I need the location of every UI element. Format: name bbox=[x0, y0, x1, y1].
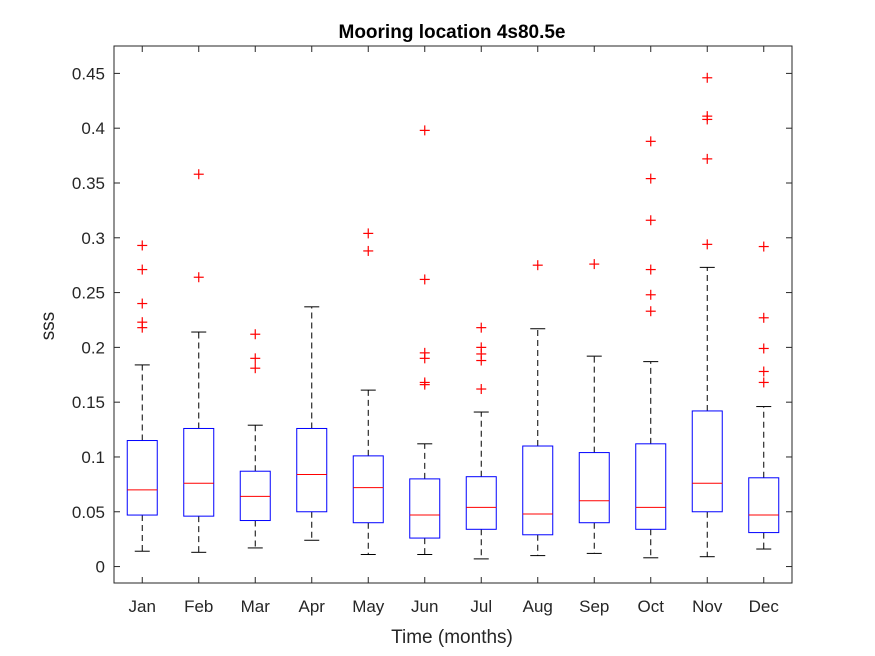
outlier-marker bbox=[702, 72, 713, 83]
box-dec bbox=[748, 241, 780, 550]
outlier-marker bbox=[419, 274, 430, 285]
outlier-marker bbox=[645, 289, 656, 300]
outlier-marker bbox=[363, 228, 374, 239]
y-axis-label: sss bbox=[38, 312, 59, 341]
outlier-marker bbox=[137, 298, 148, 309]
iqr-box bbox=[748, 477, 780, 534]
iqr-box bbox=[352, 455, 384, 524]
outlier-marker bbox=[137, 322, 148, 333]
y-tick-label: 0.3 bbox=[81, 229, 105, 248]
iqr-box bbox=[409, 478, 441, 539]
box-jan bbox=[126, 240, 158, 552]
outlier-marker bbox=[758, 312, 769, 323]
iqr-box bbox=[239, 470, 271, 522]
x-tick-label: Oct bbox=[638, 597, 665, 616]
iqr-box bbox=[635, 443, 667, 530]
outlier-marker bbox=[250, 353, 261, 364]
outlier-marker bbox=[645, 306, 656, 317]
outlier-marker bbox=[250, 363, 261, 374]
x-tick-label: Mar bbox=[241, 597, 271, 616]
outlier-marker bbox=[758, 366, 769, 377]
iqr-box bbox=[465, 476, 497, 530]
box-apr bbox=[296, 306, 328, 541]
box-jun bbox=[409, 125, 441, 556]
y-tick-label: 0.15 bbox=[72, 393, 105, 412]
outlier-marker bbox=[476, 355, 487, 366]
x-tick-label: Dec bbox=[749, 597, 780, 616]
outlier-marker bbox=[589, 259, 600, 270]
outlier-marker bbox=[476, 322, 487, 333]
x-tick-label: Apr bbox=[299, 597, 326, 616]
box-sep bbox=[578, 259, 610, 554]
outlier-marker bbox=[419, 353, 430, 364]
y-tick-label: 0.25 bbox=[72, 284, 105, 303]
outlier-marker bbox=[363, 245, 374, 256]
y-tick-label: 0.35 bbox=[72, 174, 105, 193]
x-tick-label: Sep bbox=[579, 597, 609, 616]
iqr-box bbox=[126, 440, 158, 516]
outlier-marker bbox=[645, 173, 656, 184]
iqr-box bbox=[578, 452, 610, 524]
iqr-box bbox=[522, 445, 554, 536]
y-tick-label: 0.1 bbox=[81, 448, 105, 467]
plot-frame bbox=[113, 45, 793, 584]
box-jul bbox=[465, 322, 497, 560]
outlier-marker bbox=[532, 260, 543, 271]
box-aug bbox=[522, 260, 554, 557]
outlier-marker bbox=[758, 241, 769, 252]
y-tick-label: 0 bbox=[96, 558, 105, 577]
x-tick-label: Feb bbox=[184, 597, 213, 616]
outlier-marker bbox=[193, 169, 204, 180]
outlier-marker bbox=[419, 379, 430, 390]
outlier-marker bbox=[645, 264, 656, 275]
box-oct bbox=[635, 136, 667, 559]
x-tick-label: Aug bbox=[523, 597, 553, 616]
y-tick-label: 0.2 bbox=[81, 338, 105, 357]
box-may bbox=[352, 228, 384, 556]
outlier-marker bbox=[645, 136, 656, 147]
y-axis-label-group: sss bbox=[38, 312, 59, 341]
x-axis-label: Time (months) bbox=[391, 627, 513, 648]
x-tick-label: May bbox=[352, 597, 385, 616]
x-tick-label: Jul bbox=[470, 597, 492, 616]
box-feb bbox=[183, 169, 215, 553]
outlier-marker bbox=[419, 125, 430, 136]
plot-area: 0 0.05 0.1 0.15 0.2 0.25 0.3 0.35 0.4 0.45 Jan Feb M… bbox=[72, 45, 793, 616]
iqr-box bbox=[691, 410, 723, 513]
outlier-marker bbox=[702, 153, 713, 164]
chart-title: Mooring location 4s80.5e bbox=[339, 22, 566, 43]
iqr-box bbox=[183, 427, 215, 517]
outlier-marker bbox=[137, 264, 148, 275]
outlier-marker bbox=[250, 329, 261, 340]
x-tick-label: Jun bbox=[411, 597, 438, 616]
outlier-marker bbox=[758, 343, 769, 354]
outlier-marker bbox=[645, 215, 656, 226]
box-mar bbox=[239, 329, 271, 549]
outlier-marker bbox=[137, 240, 148, 251]
y-tick-label: 0.45 bbox=[72, 64, 105, 83]
outlier-marker bbox=[193, 272, 204, 283]
iqr-box bbox=[296, 427, 328, 513]
y-tick-label: 0.4 bbox=[81, 119, 105, 138]
outlier-marker bbox=[702, 239, 713, 250]
box-nov bbox=[691, 72, 723, 558]
outlier-marker bbox=[702, 114, 713, 125]
x-tick-label: Jan bbox=[129, 597, 156, 616]
y-tick-label: 0.05 bbox=[72, 503, 105, 522]
outlier-marker bbox=[476, 384, 487, 395]
outlier-marker bbox=[758, 377, 769, 388]
x-tick-label: Nov bbox=[692, 597, 723, 616]
